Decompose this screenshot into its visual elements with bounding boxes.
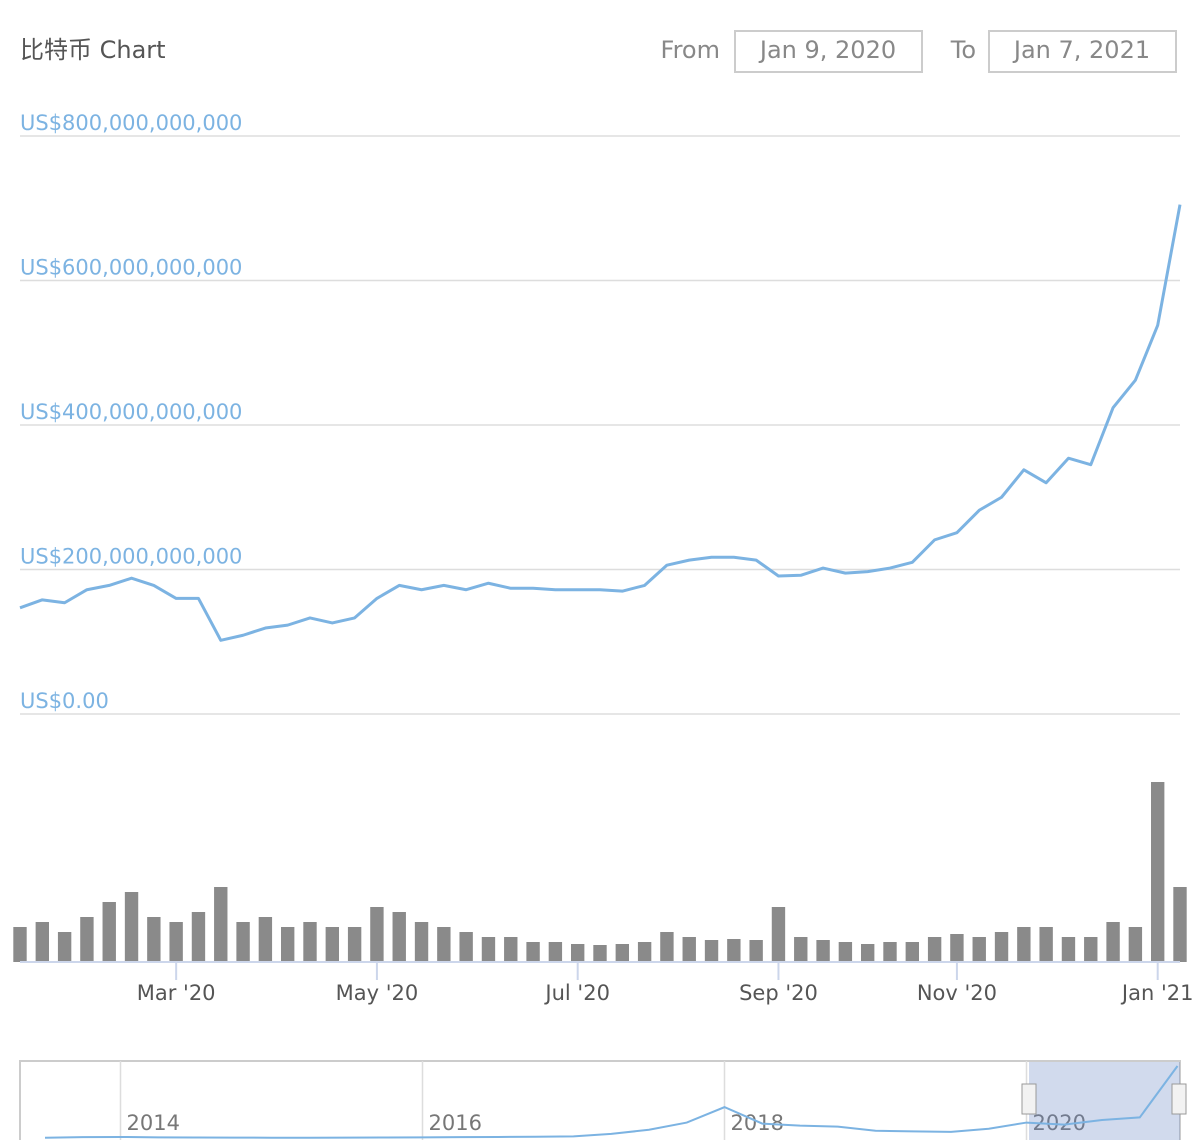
volume-bar xyxy=(80,917,94,962)
y-tick-label: US$800,000,000,000 xyxy=(20,111,242,135)
volume-bar xyxy=(370,907,384,962)
volume-bar xyxy=(660,932,674,962)
volume-bar xyxy=(771,907,786,962)
volume-bar xyxy=(615,944,629,962)
x-tick-label: Jan '21 xyxy=(1120,981,1194,1005)
x-tick-label: Nov '20 xyxy=(917,981,997,1005)
volume-bar xyxy=(1151,782,1165,962)
navigator-line xyxy=(44,1065,1179,1139)
volume-bar xyxy=(191,912,206,962)
volume-bar xyxy=(57,932,72,962)
from-label: From xyxy=(661,36,720,64)
volume-bar xyxy=(1173,887,1187,962)
volume-bar xyxy=(838,942,853,962)
volume-bar xyxy=(147,917,161,962)
volume-bar xyxy=(794,937,808,962)
volume-bar xyxy=(1039,927,1053,962)
navigator-frame xyxy=(19,1060,1181,1140)
volume-bar xyxy=(682,937,696,962)
x-tick-label: Jul '20 xyxy=(543,981,610,1005)
volume-bar xyxy=(347,927,362,962)
x-tick-label: May '20 xyxy=(336,981,419,1005)
volume-bar xyxy=(1084,937,1098,962)
volume-bar xyxy=(325,927,339,962)
volume-bar xyxy=(704,940,719,962)
volume-bar xyxy=(905,942,919,962)
volume-bar xyxy=(504,937,518,962)
x-tick-label: Sep '20 xyxy=(739,981,818,1005)
volume-bar xyxy=(169,922,183,962)
volume-bar xyxy=(861,944,875,962)
volume-bar xyxy=(883,942,897,962)
volume-bar xyxy=(102,902,116,962)
to-input[interactable] xyxy=(988,30,1177,73)
volume-bar xyxy=(950,934,964,962)
from-input[interactable] xyxy=(734,30,923,73)
y-tick-label: US$600,000,000,000 xyxy=(20,256,242,280)
volume-bar xyxy=(548,942,563,962)
volume-bar xyxy=(437,927,451,962)
volume-bar xyxy=(124,892,139,962)
y-tick-label: US$400,000,000,000 xyxy=(20,400,242,424)
volume-bar xyxy=(258,917,273,962)
volume-bar xyxy=(1106,922,1120,962)
volume-bar xyxy=(481,937,496,962)
volume-bar xyxy=(214,887,228,962)
navigator-handle[interactable] xyxy=(1021,1083,1037,1115)
volume-bar xyxy=(727,939,741,962)
navigator-handle[interactable] xyxy=(1171,1083,1187,1115)
volume-bar xyxy=(236,922,250,962)
volume-bar xyxy=(392,912,406,962)
navigator-tick-label: 2018 xyxy=(731,1111,784,1135)
volume-bar xyxy=(637,942,652,962)
volume-bar xyxy=(303,922,317,962)
navigator-tick-label: 2016 xyxy=(429,1111,482,1135)
volume-bar xyxy=(749,940,763,962)
price-line xyxy=(19,204,1182,642)
volume-bar xyxy=(281,927,295,962)
volume-bar xyxy=(1061,937,1076,962)
to-value[interactable]: Jan 7, 2021 xyxy=(1012,36,1150,64)
navigator-tick-label: 2014 xyxy=(127,1111,180,1135)
volume-bar xyxy=(459,932,473,962)
volume-bar xyxy=(13,927,27,962)
volume-bar xyxy=(414,922,429,962)
volume-bar xyxy=(1128,927,1143,962)
volume-bar xyxy=(571,944,585,962)
chart-title: 比特币 Chart xyxy=(20,36,166,64)
y-tick-label: US$200,000,000,000 xyxy=(20,545,242,569)
volume-bar xyxy=(972,937,986,962)
volume-bar xyxy=(816,940,830,962)
from-value[interactable]: Jan 9, 2020 xyxy=(758,36,896,64)
navigator-selection[interactable] xyxy=(1029,1062,1180,1140)
volume-bar xyxy=(927,937,942,962)
volume-bar xyxy=(994,932,1009,962)
volume-bar xyxy=(526,942,540,962)
volume-bar xyxy=(593,945,607,962)
volume-bar xyxy=(1017,927,1031,962)
to-label: To xyxy=(950,36,976,64)
x-tick-label: Mar '20 xyxy=(137,981,216,1005)
volume-bar xyxy=(35,922,49,962)
y-tick-label: US$0.00 xyxy=(20,689,109,713)
